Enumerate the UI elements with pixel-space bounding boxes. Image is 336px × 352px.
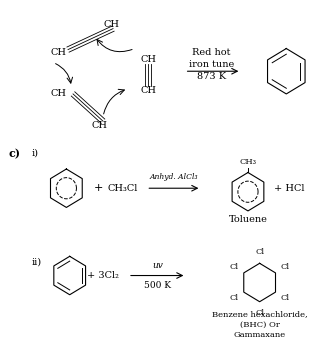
Text: c): c) (8, 148, 20, 159)
Text: CH₃Cl: CH₃Cl (108, 184, 138, 193)
Text: + 3Cl₂: + 3Cl₂ (87, 271, 119, 280)
Text: Cl: Cl (280, 263, 289, 271)
Text: uv: uv (152, 260, 163, 270)
Text: ii): ii) (31, 257, 42, 266)
Text: CH: CH (103, 20, 119, 29)
Text: +: + (93, 183, 103, 193)
Text: CH: CH (50, 48, 66, 57)
Text: i): i) (31, 149, 38, 158)
Text: 500 K: 500 K (144, 282, 171, 290)
Text: Cl: Cl (255, 248, 264, 256)
Text: CH: CH (92, 121, 108, 130)
Text: Toluene: Toluene (228, 215, 267, 224)
Text: CH: CH (140, 55, 156, 63)
Text: Anhyd. AlCl₃: Anhyd. AlCl₃ (150, 173, 198, 181)
Text: CH: CH (140, 86, 156, 95)
Text: + HCl: + HCl (275, 184, 305, 193)
Text: Cl: Cl (230, 263, 239, 271)
Text: (BHC) Or: (BHC) Or (240, 320, 280, 328)
Text: Gammaxane: Gammaxane (234, 331, 286, 339)
Text: Cl: Cl (280, 294, 289, 302)
Text: CH: CH (50, 89, 66, 99)
Text: Cl: Cl (230, 294, 239, 302)
Text: CH₃: CH₃ (240, 158, 256, 166)
Text: Cl: Cl (255, 309, 264, 317)
Text: Benzene hexachloride,: Benzene hexachloride, (212, 310, 307, 318)
Text: Red hot
iron tune
873 K: Red hot iron tune 873 K (189, 48, 234, 81)
